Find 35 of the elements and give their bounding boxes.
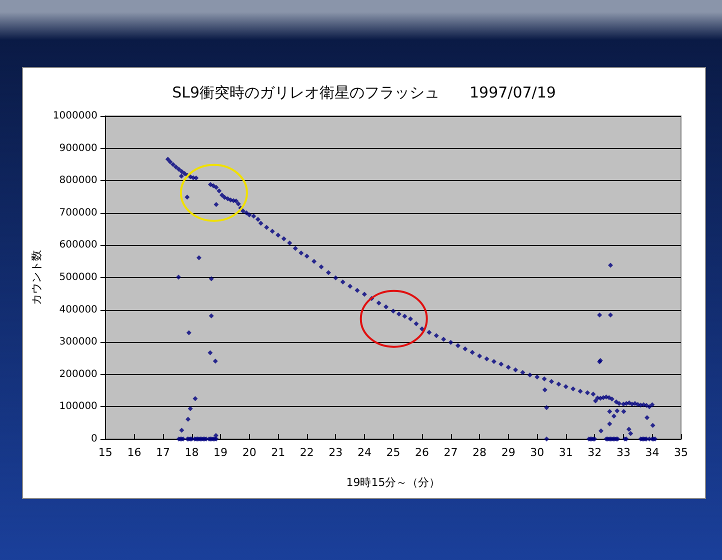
x-tick-label: 20 <box>242 446 256 459</box>
x-tick-label: 29 <box>501 446 516 459</box>
y-tick-label: 300000 <box>59 336 98 348</box>
x-tick-label: 25 <box>386 446 400 459</box>
x-tick-label: 33 <box>616 446 630 459</box>
y-tick-label: 500000 <box>59 272 98 283</box>
y-axis-title: カウント数 <box>30 250 43 305</box>
y-tick-label: 100000 <box>59 401 98 412</box>
x-tick-label: 30 <box>530 446 544 459</box>
x-tick-label: 19 <box>214 446 228 459</box>
y-tick-label: 200000 <box>59 368 98 380</box>
x-tick-label: 27 <box>444 446 458 459</box>
x-tick-label: 16 <box>127 446 142 459</box>
y-tick-label: 0 <box>91 434 98 444</box>
y-tick-label: 700000 <box>59 207 98 218</box>
y-tick-label: 900000 <box>59 142 98 154</box>
x-tick-label: 23 <box>328 446 343 459</box>
chart-title: SL9衝突時のガリレオ衛星のフラッシュ 1997/07/19 <box>172 84 556 102</box>
x-tick-label: 26 <box>414 446 429 459</box>
x-tick-label: 21 <box>271 446 286 459</box>
y-tick-label: 600000 <box>59 240 98 251</box>
x-tick-label: 22 <box>300 446 314 459</box>
x-axis-title: 19時15分～（分） <box>346 476 440 489</box>
y-tick-label: 1000000 <box>52 110 98 122</box>
x-tick-label: 32 <box>588 446 602 459</box>
y-tick-label: 400000 <box>59 304 98 316</box>
y-tick-label: 800000 <box>59 175 98 186</box>
x-tick-label: 31 <box>558 446 573 459</box>
x-tick-label: 18 <box>184 446 199 459</box>
x-tick-label: 17 <box>156 446 170 459</box>
x-tick-label: 24 <box>357 446 372 459</box>
x-tick-label: 35 <box>674 446 688 459</box>
x-tick-label: 28 <box>472 446 487 459</box>
x-tick-label: 15 <box>98 446 112 459</box>
x-tick-label: 34 <box>645 446 660 459</box>
